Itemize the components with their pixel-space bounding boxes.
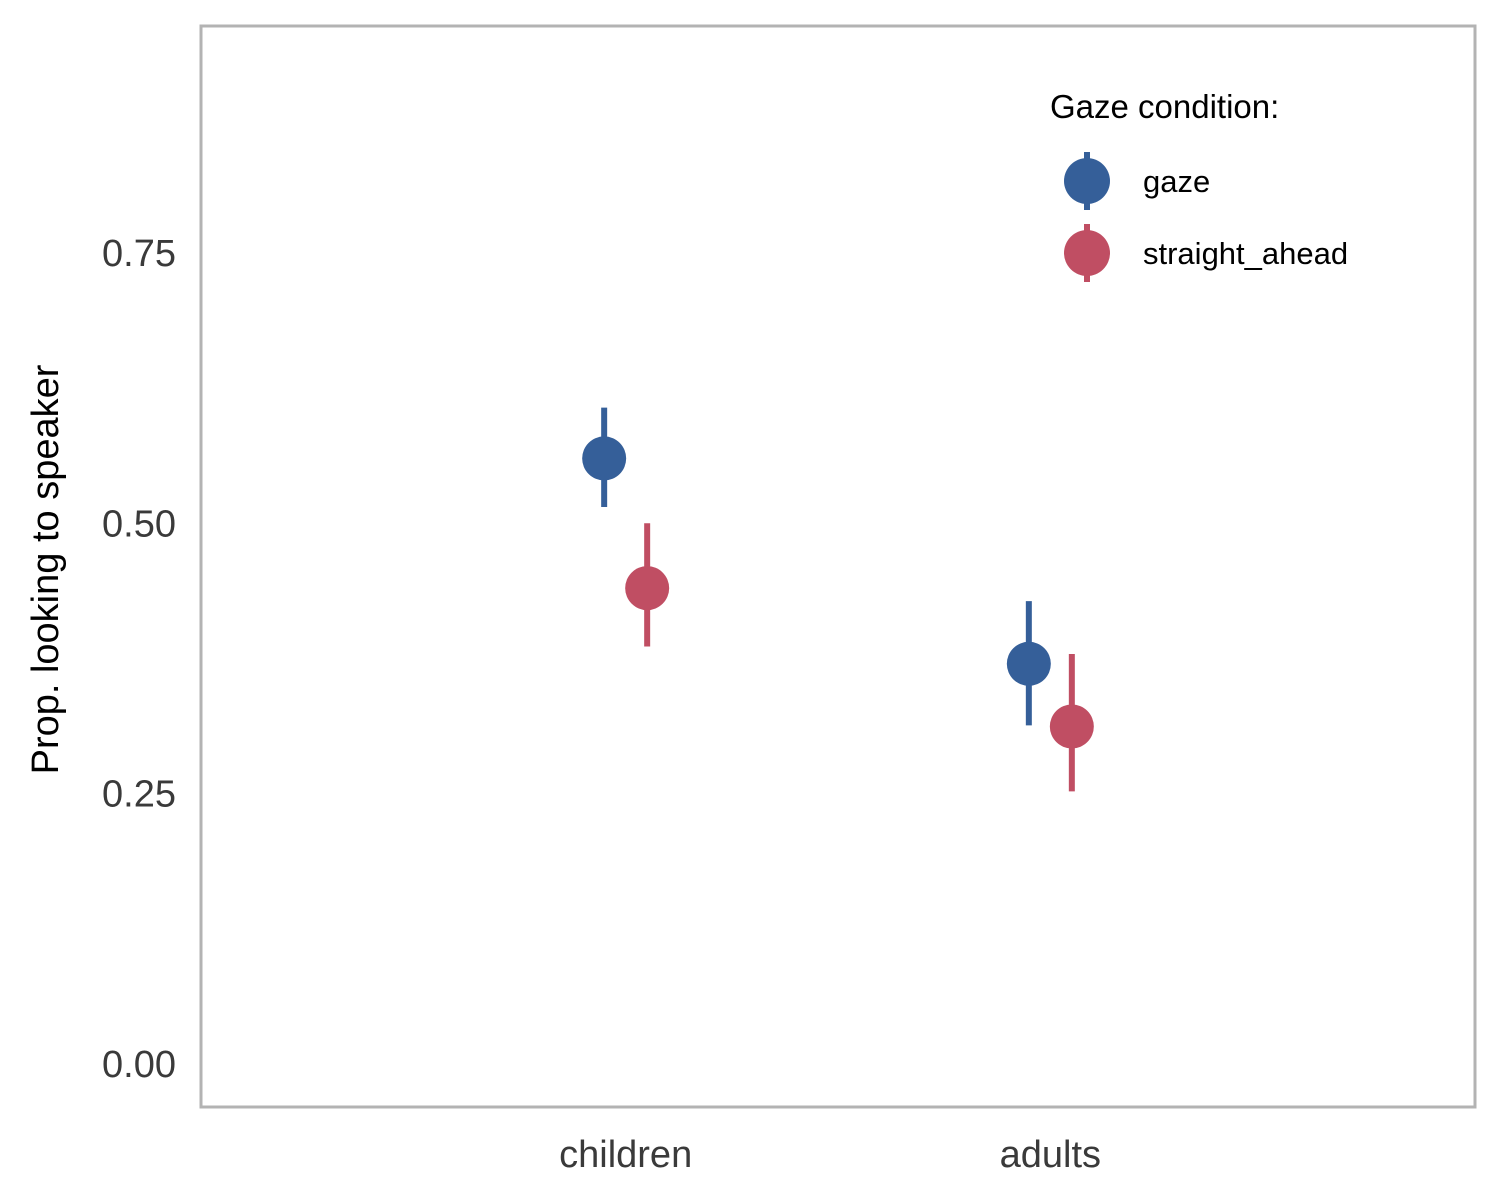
legend-key-point-straight_ahead [1064,230,1110,276]
point-straight_ahead-adults [1049,704,1094,749]
point-gaze-adults [1006,641,1051,686]
point-gaze-children [582,436,627,481]
x-tick-label: children [559,1134,692,1176]
y-axis-title: Prop. looking to speaker [25,364,67,774]
legend: Gaze condition: gaze straight_ahead [1050,88,1348,282]
legend-label-gaze: gaze [1143,164,1210,199]
legend-items: gaze straight_ahead [1064,152,1348,282]
x-tick-label: adults [1000,1134,1101,1176]
y-tick-label: 0.75 [102,233,176,275]
point-straight_ahead-children [625,566,670,611]
x-axis-tick-labels: children adults [559,1134,1101,1176]
legend-label-straight_ahead: straight_ahead [1143,236,1348,271]
y-tick-label: 0.00 [102,1044,176,1086]
plot-panel-border [199,24,1477,1109]
y-tick-label: 0.50 [102,503,176,545]
legend-key-point-gaze [1064,158,1110,204]
y-tick-label: 0.25 [102,774,176,816]
y-axis-tick-labels: 0.00 0.25 0.50 0.75 [102,233,176,1086]
legend-title: Gaze condition: [1050,88,1279,125]
data-marks [582,407,1094,792]
